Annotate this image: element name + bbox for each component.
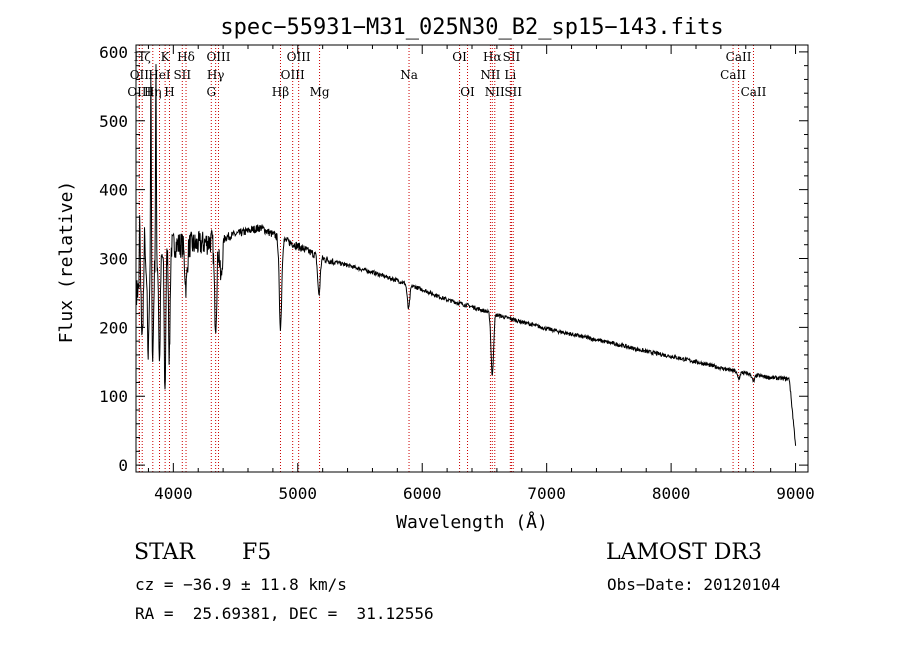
line-marker-label: OIII [127,85,151,99]
line-marker-label: OIII [281,68,305,82]
y-axis-label: Flux (relative) [56,181,77,344]
line-marker-label: NII [485,85,505,99]
axis-layer: 4000 5000 6000 7000 8000 9000 0 100 200 300 400 500… [99,43,815,503]
line-marker-label: Li [504,68,516,82]
line-marker-label: Mg [310,85,330,99]
observation-date: Obs−Date: 20120104 [607,575,781,594]
line-marker-label: Hγ [207,68,225,82]
y-tick-label: 400 [99,181,128,200]
x-tick-label: 5000 [279,484,318,503]
line-marker-label: SII [173,68,191,82]
x-tick-label: 8000 [652,484,691,503]
sky-coordinates: RA = 25.69381, DEC = 31.12556 [135,604,434,623]
chart-title: spec−55931−M31_025N30_B2_sp15−143.fits [220,15,723,40]
object-class: STAR [134,540,195,565]
line-marker-label: Hη [144,85,162,99]
line-marker-label: H [164,85,174,99]
line-marker-label: OI [452,50,467,64]
survey-name: LAMOST DR3 [606,540,762,565]
line-marker-label: K [161,50,171,64]
x-tick-label: 9000 [776,484,815,503]
line-marker-label: Hα [483,50,502,64]
y-tick-label: 600 [99,43,128,62]
y-tick-label: 0 [118,456,128,475]
y-tick-label: 200 [99,318,128,337]
y-tick-label: 100 [99,387,128,406]
y-tick-label: 300 [99,250,128,269]
object-subclass: F5 [242,540,272,565]
plot-frame [135,44,809,473]
spectrum-line [136,64,797,446]
line-marker-label: NII [480,68,500,82]
redshift-velocity: cz = −36.9 ± 11.8 km/s [135,575,347,594]
line-marker-label: CaII [726,50,752,64]
line-marker-label: SII [504,85,522,99]
line-marker-label: Na [400,68,418,82]
x-axis-label: Wavelength (Å) [396,511,548,533]
line-marker-label: Hβ [272,85,289,99]
x-tick-label: 6000 [403,484,442,503]
line-marker-label: OIII [287,50,311,64]
line-marker-label: OI [460,85,475,99]
y-tick-label: 500 [99,112,128,131]
line-marker-label: HeI [148,68,171,82]
line-marker-label: CaII [741,85,767,99]
x-tick-label: 4000 [154,484,193,503]
line-marker-label: Hδ [177,50,195,64]
line-marker-label: CaII [720,68,746,82]
spectrum-layer [136,64,797,446]
line-marker-label: Hζ [134,50,151,64]
line-marker-label: SII [503,50,521,64]
line-marker-label: OIII [206,50,230,64]
x-tick-label: 7000 [527,484,566,503]
line-marker-label: G [206,85,216,99]
